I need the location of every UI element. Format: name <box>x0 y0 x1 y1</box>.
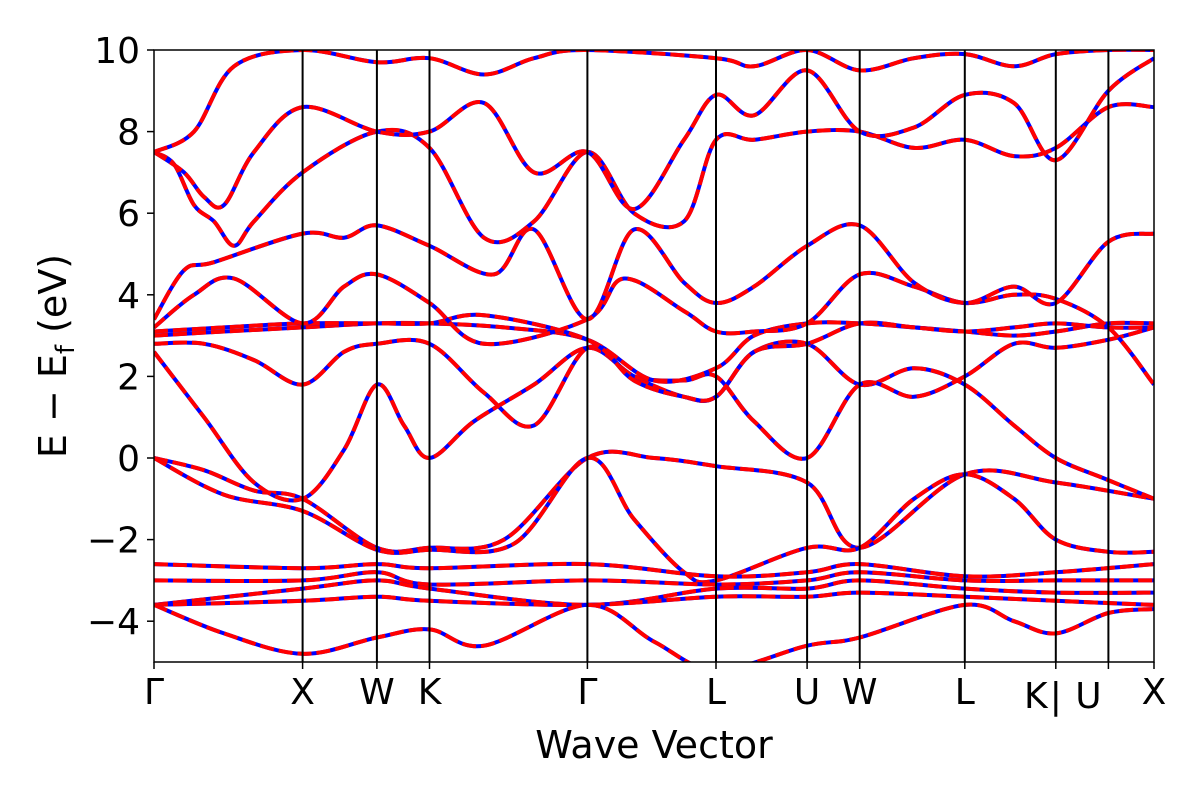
band-5-solid <box>154 320 1154 384</box>
y-axis-label-main: E − E <box>31 354 75 458</box>
band-12-dashed <box>154 561 1154 579</box>
band-16-dashed <box>154 602 1154 662</box>
band-6-dashed <box>154 312 1154 403</box>
x-tick-label: Γ <box>577 672 597 713</box>
band-15-dashed <box>154 590 1154 607</box>
y-tick-label: 6 <box>117 194 140 235</box>
x-axis-label: Wave Vector <box>535 723 773 767</box>
y-axis-label: E − Ef (eV) <box>31 254 81 458</box>
band-3-solid <box>154 339 1154 503</box>
band-2-solid <box>154 455 1154 585</box>
y-tick-label: 0 <box>117 439 140 480</box>
x-tick-label: L <box>706 672 726 713</box>
x-tick-label: U <box>1075 676 1101 717</box>
band-14-dashed <box>154 578 1154 607</box>
band-10-dashed <box>154 56 1154 212</box>
band-8-dashed <box>154 222 1154 322</box>
x-tick-label: | <box>1050 676 1062 717</box>
x-tick-label: Γ <box>144 672 164 713</box>
y-tick-label: −2 <box>87 521 140 562</box>
band-7-dashed <box>154 270 1154 386</box>
y-axis-label-unit: (eV) <box>31 254 75 345</box>
kpoint-separators <box>301 50 1110 662</box>
x-tick-label: X <box>290 672 315 713</box>
band-1-dashed <box>154 449 1154 554</box>
y-tick-label: −4 <box>87 602 140 643</box>
y-axis: −4 −2 0 2 4 6 8 10 <box>87 31 154 643</box>
band-2-dashed <box>154 455 1154 585</box>
x-tick-label: X <box>1142 672 1167 713</box>
x-tick-label: W <box>359 672 395 713</box>
band-4-dashed <box>154 325 1154 461</box>
x-tick-label: K <box>1024 676 1049 717</box>
y-tick-label: 2 <box>117 357 140 398</box>
x-tick-label: L <box>955 672 975 713</box>
x-axis: Γ X W K Γ L U W L K | U X <box>144 662 1166 717</box>
x-tick-label: K <box>418 672 443 713</box>
band-10-solid <box>154 56 1154 212</box>
band-11-dashed <box>154 50 1154 154</box>
plot-frame <box>153 49 1155 663</box>
y-tick-label: 8 <box>117 113 140 154</box>
bands-layer <box>154 50 1154 662</box>
band-3-dashed <box>154 339 1154 503</box>
y-axis-label-subscript: f <box>51 344 81 354</box>
band-5-dashed <box>154 320 1154 384</box>
band-13-dashed <box>154 570 1154 587</box>
y-tick-label: 10 <box>94 31 140 72</box>
y-tick-label: 4 <box>117 276 140 317</box>
x-tick-label: W <box>842 672 878 713</box>
x-tick-label: U <box>794 672 820 713</box>
band-9-dashed <box>154 102 1154 248</box>
